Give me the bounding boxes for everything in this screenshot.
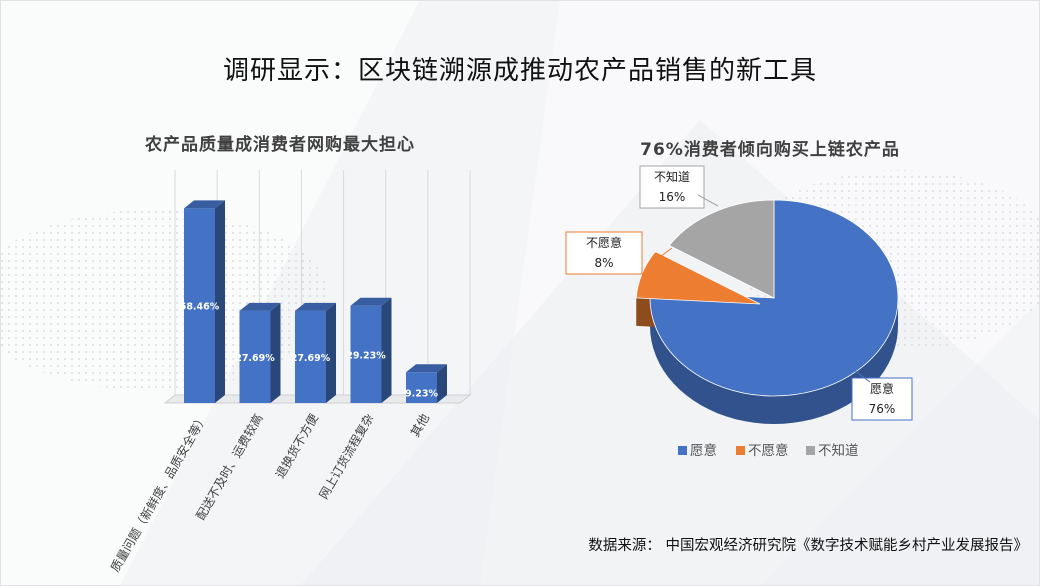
- x-category-label: 网上订货流程复杂: [316, 411, 377, 502]
- bar-2: [239, 302, 281, 403]
- bar-value-label: 27.69%: [291, 353, 331, 364]
- legend-label: 不愿意: [748, 442, 789, 459]
- legend-swatch: [806, 446, 815, 455]
- bar-3: [295, 302, 336, 403]
- x-category-label: 退换货不方便: [272, 411, 321, 481]
- pie-value-label: 16%: [659, 190, 686, 204]
- legend-label: 不知道: [818, 442, 859, 459]
- bar-value-label: 58.46%: [180, 302, 220, 313]
- pie-legend: 愿意 不愿意 不知道: [678, 442, 859, 459]
- bar-4: [350, 297, 392, 403]
- legend-swatch: [678, 446, 687, 455]
- pie-value-label: 8%: [594, 256, 613, 270]
- bar-chart: 58.46%质量问题（新鲜度、品质安全等）27.69%配送不及时、运费较高27.…: [107, 170, 472, 574]
- pie-callout-2: 不愿意 8%: [565, 231, 643, 275]
- page-title: 调研显示：区块链溯源成推动农产品销售的新工具: [222, 56, 817, 86]
- pie-label: 不愿意: [586, 235, 622, 250]
- pie-callout-3: 不知道 16%: [639, 165, 705, 209]
- legend-label: 愿意: [690, 442, 717, 459]
- x-category-label: 其他: [408, 412, 432, 440]
- bar-value-label: 9.23%: [405, 389, 438, 400]
- pie-label: 愿意: [870, 381, 894, 396]
- bar-chart-title: 农产品质量成消费者网购最大担心: [145, 135, 415, 155]
- bar-1: [184, 200, 225, 403]
- pie-value-label: 76%: [869, 402, 896, 416]
- bar-value-label: 27.69%: [235, 353, 275, 364]
- bar-value-label: 29.23%: [346, 350, 386, 361]
- bar-5: [406, 364, 447, 403]
- pie-label: 不知道: [654, 170, 690, 184]
- pie-chart-title: 76%消费者倾向购买上链农产品: [640, 140, 900, 160]
- legend-swatch: [736, 446, 745, 455]
- pie-slice-3: [668, 199, 775, 299]
- data-source-note: 数据来源： 中国宏观经济研究院《数字技术赋能乡村产业发展报告》: [588, 538, 1028, 554]
- x-category-label: 质量问题（新鲜度、品质安全等）: [107, 411, 210, 574]
- pie-callout-1: 愿意 76%: [851, 377, 913, 421]
